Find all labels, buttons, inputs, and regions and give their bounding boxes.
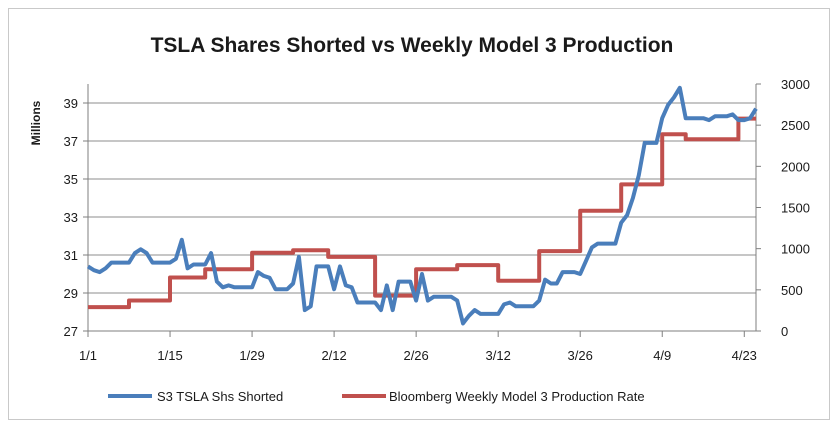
x-tick-label: 3/26 — [568, 348, 593, 363]
chart-frame — [8, 8, 830, 420]
legend-label-production-rate: Bloomberg Weekly Model 3 Production Rate — [389, 389, 645, 404]
grid-lines — [88, 102, 756, 294]
right-tick-label: 1000 — [781, 242, 810, 257]
right-tick-label: 0 — [781, 324, 788, 339]
left-tick-label: 31 — [64, 248, 78, 263]
series-lines — [86, 85, 758, 326]
y-axis-label: Millions — [29, 100, 43, 145]
chart-title: TSLA Shares Shorted vs Weekly Model 3 Pr… — [151, 34, 674, 57]
axes — [83, 83, 761, 337]
x-tick-label: 1/15 — [157, 348, 182, 363]
left-tick-label: 29 — [64, 286, 78, 301]
left-tick-label: 39 — [64, 96, 78, 111]
x-tick-label: 1/1 — [79, 348, 97, 363]
right-tick-label: 500 — [781, 283, 803, 298]
x-tick-label: 1/29 — [239, 348, 264, 363]
x-tick-label: 2/26 — [403, 348, 428, 363]
x-tick-label: 3/12 — [486, 348, 511, 363]
left-tick-label: 37 — [64, 134, 78, 149]
right-tick-label: 2500 — [781, 118, 810, 133]
legend: S3 TSLA Shs Shorted Bloomberg Weekly Mode… — [108, 389, 645, 404]
legend-label-shares-shorted: S3 TSLA Shs Shorted — [157, 389, 283, 404]
x-tick-label: 2/12 — [321, 348, 346, 363]
left-tick-label: 27 — [64, 324, 78, 339]
left-tick-label: 35 — [64, 172, 78, 187]
tick-labels: 27 29 31 33 35 37 39 0 500 1000 1500 2000 2500 3000 1/… — [64, 77, 810, 363]
right-tick-label: 1500 — [781, 201, 810, 216]
right-tick-label: 2000 — [781, 159, 810, 174]
series-line-shares-shorted — [86, 85, 758, 326]
x-tick-label: 4/9 — [653, 348, 671, 363]
right-tick-label: 3000 — [781, 77, 810, 92]
series-line-production-rate — [88, 116, 756, 310]
x-tick-label: 4/23 — [732, 348, 757, 363]
left-tick-label: 33 — [64, 210, 78, 225]
